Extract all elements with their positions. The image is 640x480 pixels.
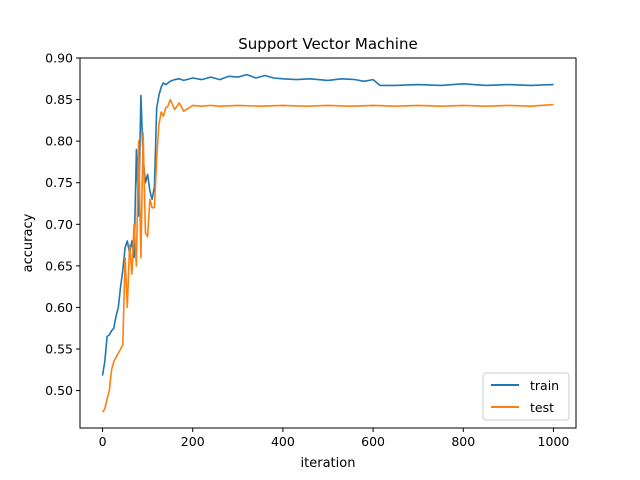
legend: train test [482, 372, 570, 421]
series-line-train [101, 73, 554, 376]
y-axis-label: accuracy [21, 213, 36, 272]
y-tick-label: 0.55 [45, 342, 73, 357]
y-tick-label: 0.70 [45, 217, 73, 232]
x-tick-label: 600 [361, 434, 385, 449]
legend-label-train: train [530, 378, 559, 393]
x-tick-label: 200 [181, 434, 205, 449]
y-tick-label: 0.80 [45, 134, 73, 149]
y-tick-label: 0.85 [45, 92, 73, 107]
series-line-test [101, 98, 554, 413]
plot-frame [79, 57, 577, 429]
x-axis-label: iteration [301, 456, 356, 471]
y-tick-label: 0.75 [45, 175, 73, 190]
x-axis-ticks: 0 200 400 600 800 1000 [99, 428, 570, 449]
x-tick-label: 1000 [538, 434, 570, 449]
y-axis-ticks: 0.50 0.55 0.60 0.65 0.70 0.75 0.80 0.85 0.90 [45, 51, 80, 398]
y-tick-label: 0.90 [45, 51, 73, 66]
y-tick-label: 0.50 [45, 383, 73, 398]
y-tick-label: 0.65 [45, 258, 73, 273]
legend-label-test: test [530, 400, 554, 415]
chart-title: Support Vector Machine [238, 35, 417, 53]
plot-lines [101, 73, 554, 413]
x-tick-label: 800 [451, 434, 475, 449]
y-tick-label: 0.60 [45, 300, 73, 315]
x-tick-label: 400 [271, 434, 295, 449]
x-tick-label: 0 [99, 434, 107, 449]
